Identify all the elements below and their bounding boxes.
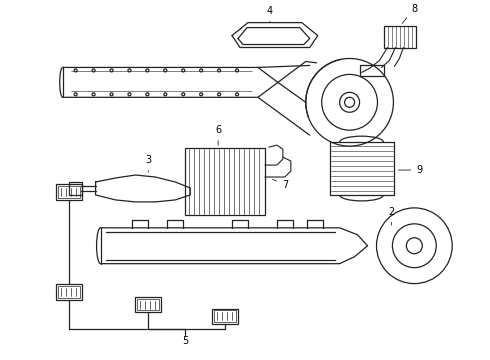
Text: 4: 4 <box>267 6 273 23</box>
Bar <box>58 285 80 298</box>
Text: 3: 3 <box>146 155 151 172</box>
Bar <box>56 284 82 300</box>
Bar <box>185 148 265 215</box>
Bar <box>214 310 236 323</box>
Text: 2: 2 <box>388 207 394 225</box>
Bar <box>69 182 82 195</box>
Bar <box>58 186 80 198</box>
Bar <box>135 297 161 312</box>
Bar <box>137 298 159 310</box>
Bar <box>212 309 238 324</box>
Text: 6: 6 <box>215 125 221 145</box>
Text: 5: 5 <box>182 336 188 346</box>
Text: 7: 7 <box>272 179 288 190</box>
Text: 8: 8 <box>402 4 417 23</box>
Bar <box>56 184 82 200</box>
Text: 9: 9 <box>398 165 422 175</box>
Bar <box>385 26 416 48</box>
